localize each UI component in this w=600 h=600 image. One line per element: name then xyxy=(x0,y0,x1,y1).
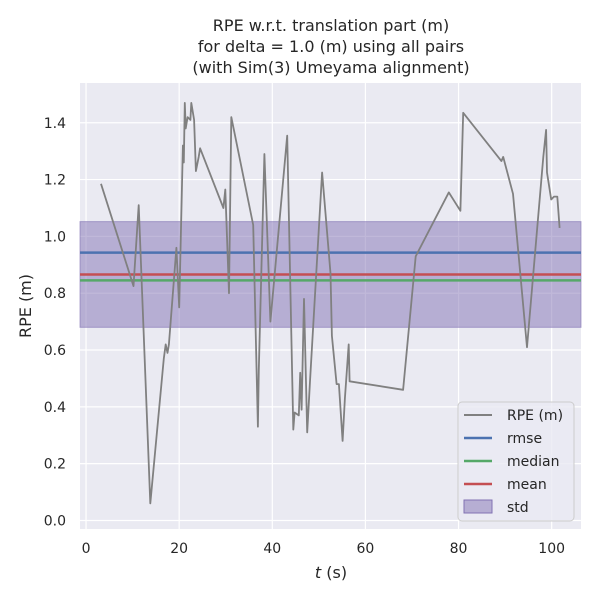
x-axis-label: t (s) xyxy=(315,563,347,582)
chart-title-line-2: for delta = 1.0 (m) using all pairs xyxy=(198,37,464,56)
series-lines xyxy=(80,102,581,505)
rpe-series-line xyxy=(100,102,561,505)
chart-title-line-1: RPE w.r.t. translation part (m) xyxy=(213,16,449,35)
y-tick-label: 0.0 xyxy=(44,513,66,529)
legend: RPE (m) rmse median mean std xyxy=(457,401,575,522)
legend-box xyxy=(457,401,575,522)
y-tick-label: 0.8 xyxy=(44,286,66,302)
x-tick-label: 40 xyxy=(263,541,281,557)
x-tick-labels: 0 20 40 60 80 100 xyxy=(82,541,565,557)
legend-label-std: std xyxy=(507,500,529,516)
y-axis-label: RPE (m) xyxy=(16,274,35,338)
legend-label-mean: mean xyxy=(507,477,547,493)
x-tick-label: 100 xyxy=(538,541,565,557)
y-tick-label: 0.4 xyxy=(44,400,66,416)
x-tick-label: 20 xyxy=(170,541,188,557)
y-tick-labels: 0.0 0.2 0.4 0.6 0.8 1.0 1.2 1.4 xyxy=(44,116,66,530)
x-tick-label: 60 xyxy=(357,541,375,557)
y-tick-label: 1.0 xyxy=(44,229,66,245)
y-tick-label: 1.4 xyxy=(44,116,66,132)
legend-label-rpe: RPE (m) xyxy=(507,408,563,424)
legend-swatch-std xyxy=(463,499,493,514)
y-tick-label: 0.6 xyxy=(44,343,66,359)
x-tick-label: 80 xyxy=(450,541,468,557)
legend-label-median: median xyxy=(507,454,559,470)
y-tick-label: 0.2 xyxy=(44,457,66,473)
legend-label-rmse: rmse xyxy=(507,431,542,447)
chart-title-line-3: (with Sim(3) Umeyama alignment) xyxy=(192,58,469,77)
x-tick-label: 0 xyxy=(82,541,91,557)
y-tick-label: 1.2 xyxy=(44,173,66,189)
